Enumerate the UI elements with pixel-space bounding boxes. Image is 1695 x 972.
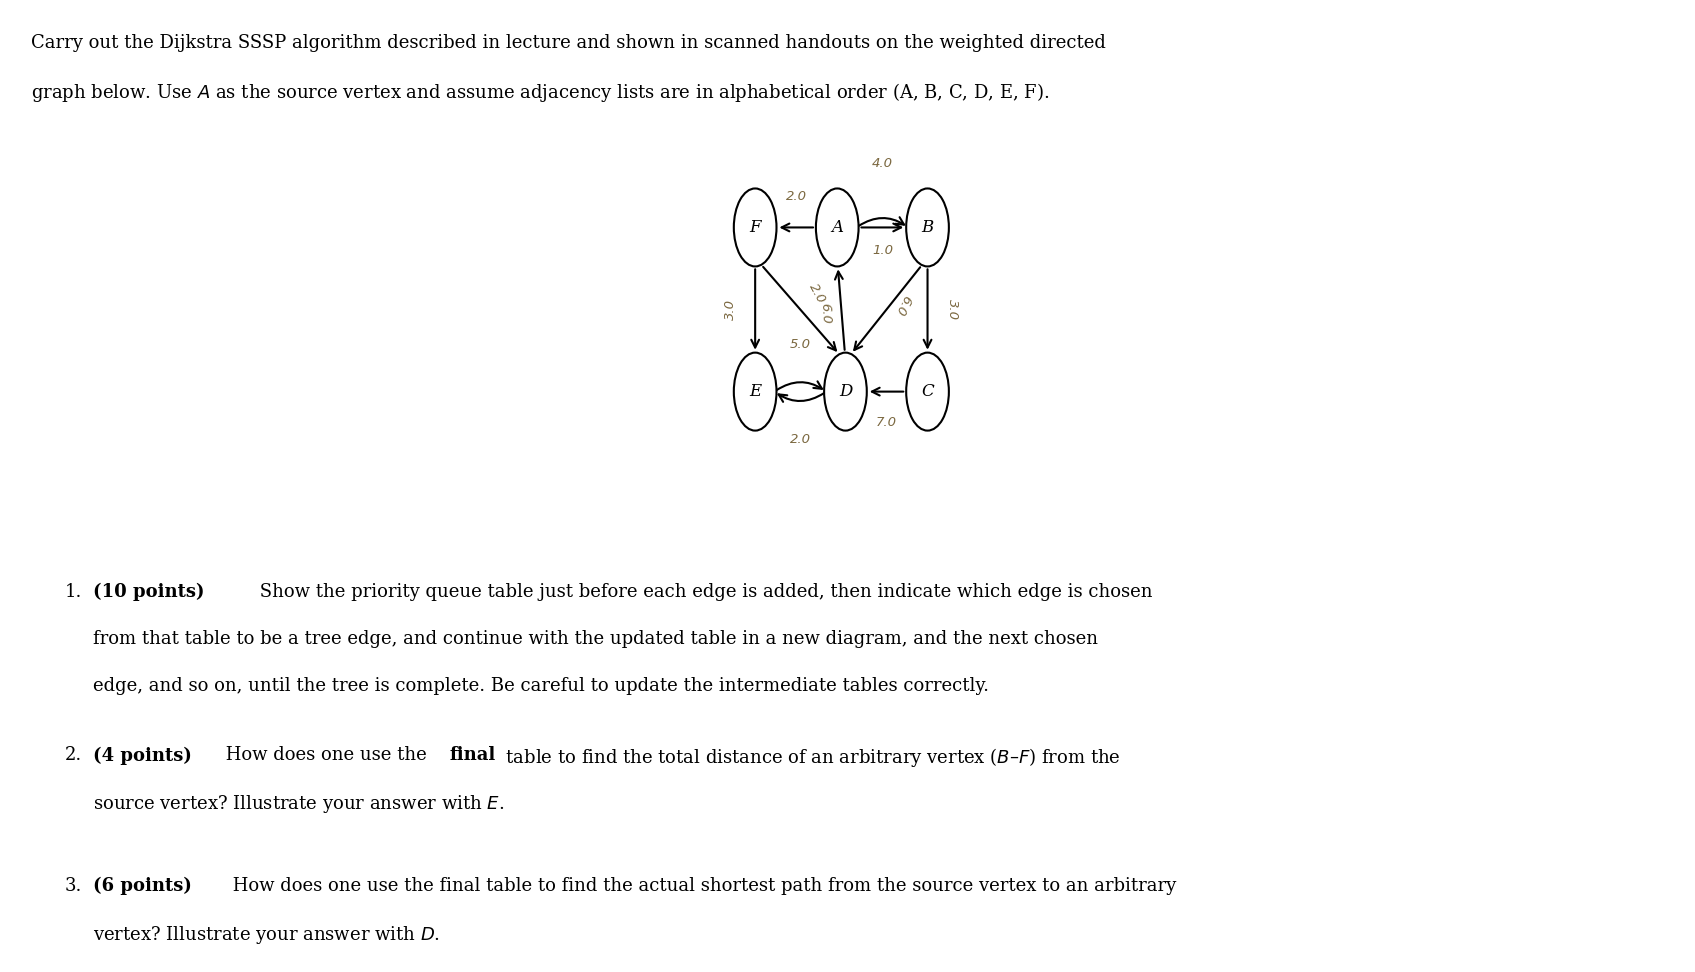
Text: final: final — [449, 746, 495, 765]
Text: B: B — [922, 219, 934, 236]
Text: 2.: 2. — [64, 746, 81, 765]
Text: from that table to be a tree edge, and continue with the updated table in a new : from that table to be a tree edge, and c… — [93, 630, 1098, 648]
Text: Show the priority queue table just before each edge is added, then indicate whic: Show the priority queue table just befor… — [254, 583, 1153, 602]
Text: table to find the total distance of an arbitrary vertex ($B$–$F$) from the: table to find the total distance of an a… — [500, 746, 1120, 770]
Text: 2.0: 2.0 — [805, 281, 827, 305]
Text: How does one use the final table to find the actual shortest path from the sourc: How does one use the final table to find… — [227, 877, 1176, 895]
Text: 6.0: 6.0 — [892, 294, 914, 318]
Text: 6.0: 6.0 — [819, 303, 832, 325]
Text: 3.: 3. — [64, 877, 81, 895]
Text: (4 points): (4 points) — [93, 746, 192, 765]
Text: 1.: 1. — [64, 583, 81, 602]
Text: How does one use the: How does one use the — [220, 746, 432, 765]
Text: 4.0: 4.0 — [871, 157, 893, 170]
Ellipse shape — [824, 353, 866, 431]
Text: graph below. Use $A$ as the source vertex and assume adjacency lists are in alph: graph below. Use $A$ as the source verte… — [31, 81, 1049, 104]
Text: (10 points): (10 points) — [93, 583, 205, 602]
Text: (6 points): (6 points) — [93, 877, 192, 895]
Ellipse shape — [907, 353, 949, 431]
Text: A: A — [831, 219, 842, 236]
Text: edge, and so on, until the tree is complete. Be careful to update the intermedia: edge, and so on, until the tree is compl… — [93, 677, 990, 695]
Ellipse shape — [815, 189, 859, 266]
Text: 1.0: 1.0 — [871, 244, 893, 257]
Text: 2.0: 2.0 — [786, 190, 807, 203]
Ellipse shape — [734, 353, 776, 431]
Ellipse shape — [907, 189, 949, 266]
Text: vertex? Illustrate your answer with $D$.: vertex? Illustrate your answer with $D$. — [93, 923, 441, 946]
Text: 7.0: 7.0 — [876, 416, 897, 430]
Text: C: C — [920, 383, 934, 400]
Text: Carry out the Dijkstra SSSP algorithm described in lecture and shown in scanned : Carry out the Dijkstra SSSP algorithm de… — [31, 34, 1105, 52]
Ellipse shape — [734, 189, 776, 266]
Text: F: F — [749, 219, 761, 236]
Text: 3.0: 3.0 — [946, 299, 959, 320]
Text: 3.0: 3.0 — [724, 299, 737, 320]
Text: D: D — [839, 383, 853, 400]
Text: source vertex? Illustrate your answer with $E$.: source vertex? Illustrate your answer wi… — [93, 793, 505, 816]
Text: 5.0: 5.0 — [790, 337, 810, 351]
Text: 2.0: 2.0 — [790, 433, 810, 445]
Text: E: E — [749, 383, 761, 400]
